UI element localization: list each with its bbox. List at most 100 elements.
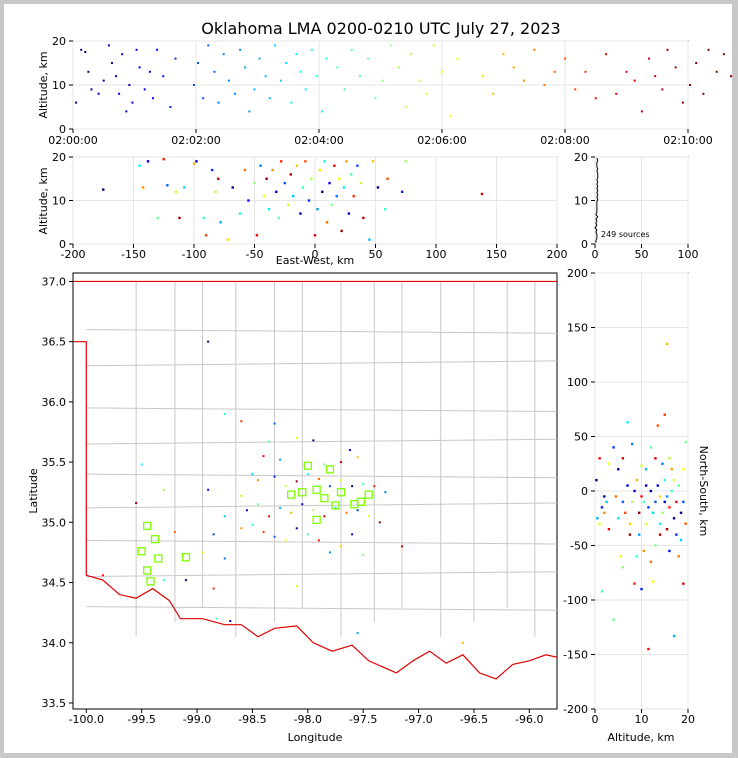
county-line (86, 606, 558, 611)
source-point (654, 544, 657, 547)
source-point (603, 511, 606, 514)
source-point (169, 106, 172, 108)
x-tick-label: 100 (426, 248, 447, 261)
histogram-line (594, 157, 599, 243)
source-point (304, 88, 307, 91)
source-point (584, 70, 587, 73)
source-point (166, 184, 169, 187)
source-point (333, 164, 336, 167)
source-point (362, 216, 365, 220)
source-point (658, 522, 662, 525)
source-point (118, 92, 121, 95)
source-point (248, 110, 251, 113)
source-point (315, 75, 318, 78)
source-point (268, 440, 271, 443)
time-altitude-ylabel: Altitude, km (37, 51, 50, 118)
source-point (328, 485, 331, 488)
source-point (682, 468, 685, 471)
x-tick-label: -50 (246, 248, 264, 261)
source-point (456, 57, 459, 60)
x-tick-label: -100.0 (69, 713, 104, 726)
source-point (649, 446, 652, 449)
lma-station-marker (143, 521, 152, 531)
county-boundaries (86, 281, 558, 637)
source-point (661, 88, 664, 91)
source-point (174, 57, 177, 60)
source-point (356, 509, 359, 512)
source-point (138, 164, 141, 167)
source-point (202, 216, 205, 220)
y-tick-label: 100 (567, 376, 588, 389)
y-tick-label: -50 (570, 540, 588, 553)
y-tick-label: -100 (563, 594, 588, 607)
source-point (378, 521, 381, 524)
source-point (226, 238, 230, 241)
source-point (125, 110, 128, 113)
source-point (367, 515, 370, 518)
lma-station-marker (303, 461, 312, 470)
source-point (668, 506, 671, 509)
source-point (359, 75, 361, 78)
source-point (656, 484, 659, 487)
source-point (268, 97, 271, 100)
source-point (204, 234, 208, 237)
source-point (600, 506, 604, 509)
source-point (318, 168, 322, 172)
source-point (615, 92, 618, 95)
source-point (647, 647, 650, 651)
y-tick-label: 20 (574, 151, 588, 164)
source-count-label: 249 sources (601, 230, 650, 239)
lma-station-marker (146, 577, 155, 586)
source-point (295, 437, 298, 440)
source-point (356, 456, 359, 459)
source-point (240, 420, 243, 423)
source-point (317, 477, 320, 480)
source-point (265, 177, 268, 180)
source-point (212, 533, 215, 536)
source-point (651, 580, 655, 583)
figure-title: Oklahoma LMA 0200-0210 UTC July 27, 2023 (201, 19, 560, 38)
source-point (202, 97, 205, 100)
source-point (607, 462, 611, 465)
source-point (658, 495, 662, 498)
source-point (661, 462, 664, 465)
source-point (256, 479, 259, 482)
source-point (640, 464, 643, 468)
source-point (668, 457, 671, 460)
source-point (289, 173, 292, 176)
source-point (598, 457, 601, 460)
source-point (102, 79, 105, 82)
source-point (328, 551, 331, 554)
source-point (304, 160, 307, 163)
source-point (284, 539, 287, 542)
source-point (345, 160, 348, 163)
source-point (295, 480, 298, 483)
source-point (173, 530, 176, 533)
ew-xlabel: East-West, km (276, 254, 354, 267)
source-point (192, 162, 196, 165)
x-tick-label: -150 (121, 248, 146, 261)
x-tick-label: -100 (182, 248, 207, 261)
source-point (336, 66, 339, 69)
source-point (310, 177, 313, 180)
x-tick-label: 200 (547, 248, 568, 261)
source-point (626, 421, 629, 424)
source-point (247, 199, 250, 202)
x-tick-label: -98.0 (294, 713, 322, 726)
source-point (195, 160, 198, 163)
source-point (648, 57, 651, 60)
latitude-label: Latitude (27, 468, 40, 514)
y-tick-label: 34.0 (42, 637, 67, 650)
source-point (253, 181, 256, 185)
source-point (605, 53, 607, 56)
lma-station-marker (154, 554, 163, 563)
y-tick-label: -200 (563, 703, 588, 716)
source-point (675, 533, 678, 536)
source-point (677, 484, 680, 487)
source-point (644, 522, 648, 525)
source-point (162, 579, 165, 582)
source-point (301, 186, 305, 189)
state-border-south-west (73, 341, 558, 680)
source-point (351, 485, 354, 488)
source-point (663, 478, 666, 482)
